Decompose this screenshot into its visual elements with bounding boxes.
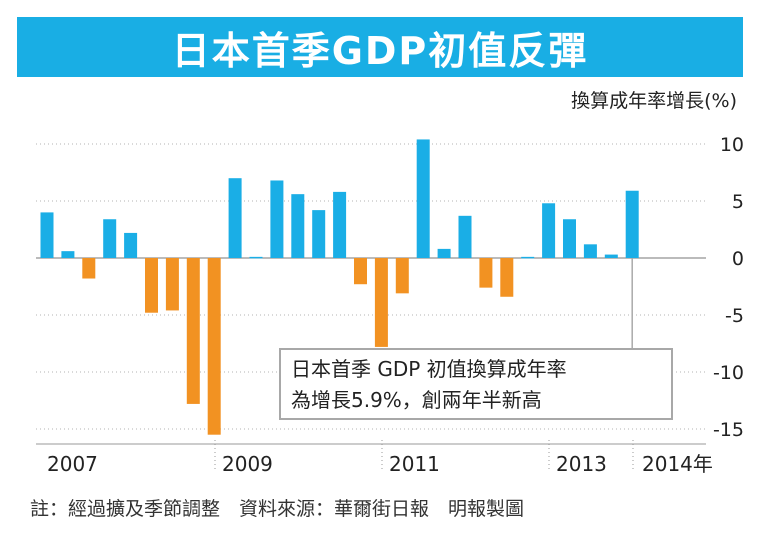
bar xyxy=(270,180,284,258)
y-tick-label: -15 xyxy=(713,419,744,441)
x-tick-label: 2011 xyxy=(389,452,440,476)
bar xyxy=(291,194,305,258)
x-tick-label: 2007 xyxy=(47,452,98,476)
x-tick-label: 2009 xyxy=(222,452,273,476)
bar xyxy=(583,244,597,258)
bar xyxy=(500,258,514,297)
bar xyxy=(228,178,242,258)
y-tick-label: 0 xyxy=(732,248,744,270)
y-tick-labels: 10 5 0 -5 -10 -15 xyxy=(713,134,744,441)
bars xyxy=(40,139,639,435)
bar xyxy=(186,258,200,404)
bar xyxy=(479,258,493,288)
y-tick-label: -10 xyxy=(713,362,744,384)
bar xyxy=(103,219,117,258)
bar xyxy=(542,203,556,258)
bar xyxy=(312,210,326,258)
bar xyxy=(437,248,451,258)
bar xyxy=(124,232,138,258)
bar xyxy=(249,256,263,259)
bar xyxy=(625,190,639,258)
x-tick-label: 2013 xyxy=(556,452,607,476)
y-tick-label: 10 xyxy=(720,134,744,156)
y-axis-unit-label: 換算成年率增長(%) xyxy=(571,90,737,112)
bar xyxy=(40,212,54,258)
bar xyxy=(563,219,576,258)
annotation-box: 日本首季 GDP 初值換算成年率 為增長5.9%，創兩年半新高 xyxy=(279,348,673,420)
bar xyxy=(374,258,388,347)
x-axis: 2007 2009 2011 2013 2014年 xyxy=(36,440,713,476)
chart-title: 日本首季GDP初值反彈 xyxy=(171,28,589,73)
bar xyxy=(207,258,221,435)
x-tick-label: 2014年 xyxy=(642,452,713,476)
bar xyxy=(604,254,618,258)
bar xyxy=(61,251,75,258)
bar xyxy=(354,258,367,285)
bar xyxy=(395,258,409,294)
bar xyxy=(416,139,430,258)
bar xyxy=(521,256,535,259)
y-tick-label: -5 xyxy=(725,305,744,327)
annotation-line-1: 日本首季 GDP 初值換算成年率 xyxy=(291,357,567,381)
y-tick-label: 5 xyxy=(732,191,744,213)
footer-note: 註：經過擴及季節調整 資料來源：華爾街日報 明報製圖 xyxy=(30,498,525,520)
title-banner: 日本首季GDP初值反彈 xyxy=(17,17,743,77)
bar xyxy=(165,258,179,311)
annotation-line-2: 為增長5.9%，創兩年半新高 xyxy=(291,388,542,412)
bar xyxy=(333,191,347,258)
bar xyxy=(145,258,158,313)
bar xyxy=(458,215,472,258)
bar xyxy=(82,258,96,279)
